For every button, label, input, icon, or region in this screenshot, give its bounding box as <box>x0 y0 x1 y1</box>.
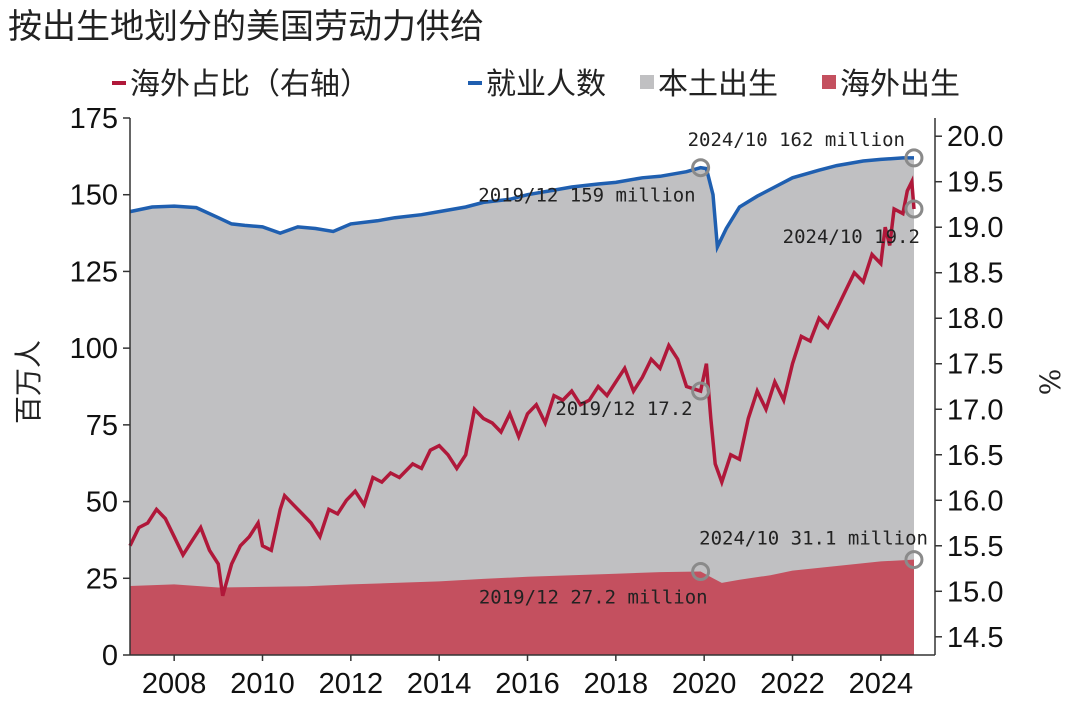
x-tick-label: 2018 <box>584 668 649 700</box>
y-tick-label: 75 <box>86 410 118 442</box>
axes: 0 25 50 75 100 125 150 175 14.5 15.0 15.5 16.0 16.5 1… <box>70 103 1004 700</box>
plot-area <box>128 156 916 655</box>
x-tick-label: 2012 <box>319 668 384 700</box>
annotation-label: 2024/10 19.2 <box>783 226 920 248</box>
annotations: 2024/10 162 million 2019/12 159 million 20… <box>478 129 928 609</box>
legend-label: 就业人数 <box>486 67 606 102</box>
employment-line <box>129 156 914 254</box>
y-tick-label: 125 <box>70 256 118 288</box>
y2-tick-label: 15.0 <box>947 576 1003 608</box>
y-tick-label: 0 <box>102 640 118 672</box>
legend-item: 本土出生 <box>640 67 778 102</box>
legend-item: 海外出生 <box>822 67 960 102</box>
y2-tick-label: 16.0 <box>947 485 1003 517</box>
annotation-label: 2019/12 27.2 million <box>479 587 708 609</box>
y-tick-label: 25 <box>86 563 118 595</box>
annotation-label: 2019/12 159 million <box>478 185 695 207</box>
y2-tick-label: 18.5 <box>947 258 1003 290</box>
legend-swatch-box <box>640 75 654 89</box>
legend-item: 海外占比（右轴） <box>112 67 370 102</box>
y2-tick-label: 14.5 <box>947 622 1003 654</box>
legend-item: 就业人数 <box>468 67 606 102</box>
y2-tick-label: 15.5 <box>947 531 1003 563</box>
annotation-label: 2024/10 31.1 million <box>699 528 928 550</box>
y2-tick-label: 20.0 <box>947 121 1003 153</box>
y2-tick-label: 19.0 <box>947 212 1003 244</box>
y-tick-label: 175 <box>70 103 118 135</box>
x-tick-label: 2008 <box>142 668 207 700</box>
chart-title: 按出生地划分的美国劳动力供给 <box>8 7 484 47</box>
x-tick-label: 2010 <box>230 668 295 700</box>
y-axis-title: 百万人 <box>12 340 45 424</box>
x-tick-label: 2016 <box>495 668 560 700</box>
legend-label: 本土出生 <box>658 67 778 102</box>
x-tick-label: 2014 <box>407 668 472 700</box>
annotation-marker <box>691 381 711 401</box>
y2-tick-label: 18.0 <box>947 303 1003 335</box>
legend: 海外占比（右轴） 就业人数 本土出生 海外出生 <box>112 67 960 102</box>
x-tick-label: 2024 <box>849 668 914 700</box>
annotation-marker <box>904 199 924 219</box>
legend-label: 海外出生 <box>840 67 960 102</box>
annotation-marker <box>904 148 924 168</box>
annotation-marker <box>904 550 924 570</box>
y-tick-label: 150 <box>70 180 118 212</box>
y2-tick-label: 19.5 <box>947 167 1003 199</box>
y-tick-label: 50 <box>86 487 118 519</box>
y2-tick-label: 16.5 <box>947 440 1003 472</box>
foreign-share-line <box>128 175 916 597</box>
legend-label: 海外占比（右轴） <box>130 67 370 102</box>
annotation-marker <box>691 158 711 178</box>
y2-tick-label: 17.0 <box>947 394 1003 426</box>
y2-tick-label: 17.5 <box>947 349 1003 381</box>
y-tick-label: 100 <box>70 333 118 365</box>
foreign-born-area <box>130 559 914 655</box>
annotation-label: 2019/12 17.2 <box>555 398 692 420</box>
x-tick-label: 2022 <box>760 668 825 700</box>
legend-swatch-box <box>822 75 836 89</box>
annotation-label: 2024/10 162 million <box>688 129 905 151</box>
y2-axis-title: % <box>1034 369 1067 396</box>
annotation-marker <box>691 562 711 582</box>
native-born-area <box>130 157 914 655</box>
x-tick-label: 2020 <box>672 668 737 700</box>
